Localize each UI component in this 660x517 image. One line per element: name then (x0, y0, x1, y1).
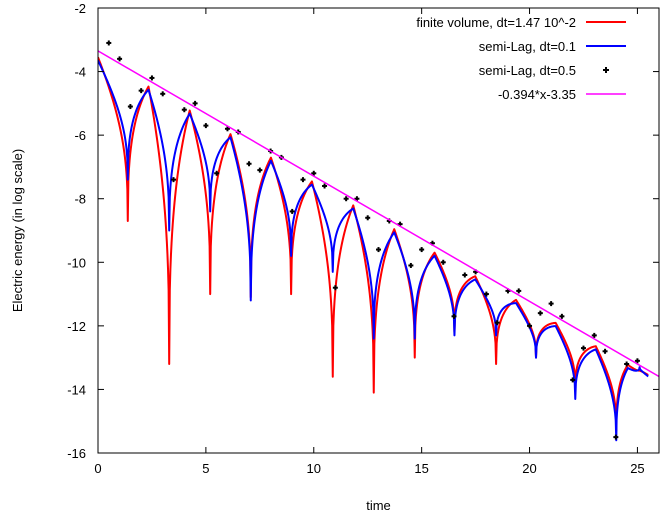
data-point (311, 170, 317, 176)
y-tick-label: -14 (67, 382, 86, 397)
data-point (483, 291, 489, 297)
data-point (192, 100, 198, 106)
data-point (117, 56, 123, 62)
legend-label: semi-Lag, dt=0.1 (479, 39, 576, 54)
data-point (580, 345, 586, 351)
y-tick-label: -8 (74, 192, 86, 207)
plot-marks (98, 40, 659, 442)
data-point (376, 247, 381, 253)
data-point (408, 262, 414, 268)
data-point (527, 323, 533, 329)
data-point (624, 361, 630, 367)
data-point (591, 332, 597, 338)
y-tick-label: -10 (67, 255, 86, 270)
data-point (181, 107, 187, 113)
data-point (224, 126, 230, 132)
x-tick-label: 0 (94, 461, 101, 476)
legend-entry: finite volume, dt=1.47 10^-2 (416, 15, 626, 30)
x-tick-label: 20 (522, 461, 536, 476)
y-axis-label: Electric energy (in log scale) (10, 149, 25, 312)
x-axis-label: time (366, 498, 391, 513)
fit-line (98, 50, 659, 378)
x-tick-label: 15 (414, 461, 428, 476)
legend-entry: semi-Lag, dt=0.1 (479, 39, 626, 54)
y-tick-label: -2 (74, 1, 86, 16)
data-point (634, 358, 640, 364)
data-point (289, 208, 295, 214)
data-point (602, 348, 608, 354)
legend-label: finite volume, dt=1.47 10^-2 (416, 15, 576, 30)
data-point (322, 183, 328, 189)
data-point (613, 434, 619, 440)
data-point (149, 75, 155, 81)
x-tick-label: 5 (202, 461, 209, 476)
data-point (246, 161, 252, 167)
data-point (171, 177, 177, 183)
data-point (451, 313, 457, 319)
data-point (300, 177, 306, 183)
data-point (570, 377, 576, 383)
data-point (332, 285, 338, 291)
data-point (343, 196, 349, 202)
data-point (257, 167, 263, 173)
series-line-0 (98, 56, 649, 432)
legend: finite volume, dt=1.47 10^-2 semi-Lag, dt… (416, 15, 626, 102)
data-point (138, 88, 144, 94)
plot-frame (97, 7, 660, 454)
data-point (214, 170, 220, 176)
x-tick-label: 25 (630, 461, 644, 476)
y-tick-label: -4 (74, 65, 86, 80)
data-point (494, 320, 500, 326)
data-point (106, 40, 112, 46)
legend-entry: semi-Lag, dt=0.5 (479, 63, 609, 78)
data-point (559, 313, 565, 319)
data-point (516, 288, 522, 294)
x-axis: 0 5 10 15 20 25 (94, 8, 645, 476)
legend-label: semi-Lag, dt=0.5 (479, 63, 576, 78)
data-point (440, 259, 446, 265)
data-point (203, 123, 209, 129)
y-axis: -16 -14 -12 -10 -8 -6 -4 -2 (67, 1, 659, 461)
x-tick-label: 10 (307, 461, 321, 476)
y-tick-label: -6 (74, 128, 86, 143)
legend-label: -0.394*x-3.35 (498, 87, 576, 102)
data-point (127, 104, 133, 110)
y-tick-label: -12 (67, 319, 86, 334)
data-point (365, 215, 371, 221)
data-point (462, 272, 468, 278)
data-point (160, 91, 166, 97)
legend-entry: -0.394*x-3.35 (498, 87, 626, 102)
series-line-1 (98, 60, 649, 442)
data-point (537, 310, 543, 316)
data-point (419, 247, 425, 253)
y-tick-label: -16 (67, 446, 86, 461)
data-point (548, 301, 554, 307)
